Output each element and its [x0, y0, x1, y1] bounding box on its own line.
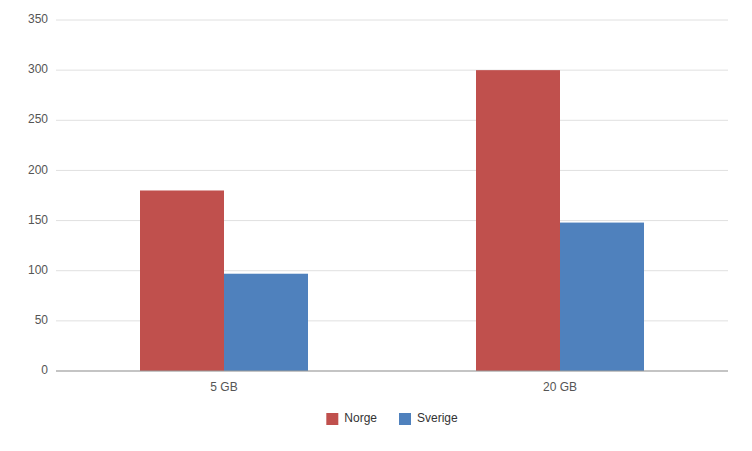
x-axis-line [56, 371, 728, 372]
x-tick-label: 20 GB [543, 380, 577, 394]
y-tick-label: 200 [28, 163, 48, 177]
bar [140, 190, 224, 371]
legend: Norge Sverige [326, 411, 458, 425]
legend-swatch [326, 413, 338, 425]
y-tick-label: 300 [28, 62, 48, 76]
y-tick-label: 0 [41, 363, 48, 377]
grid-line [56, 371, 728, 372]
y-tick-label: 150 [28, 213, 48, 227]
bars [140, 70, 644, 371]
legend-item: Norge [326, 411, 377, 425]
grid-line [56, 70, 728, 71]
chart: 0 50 100 150 200 250 300 350 5 GB 20 GB Norge Sveri… [0, 0, 752, 451]
bar [560, 223, 644, 371]
bar [476, 70, 560, 371]
legend-item: Sverige [399, 411, 458, 425]
chart-container: 0 50 100 150 200 250 300 350 5 GB 20 GB Norge Sveri… [0, 0, 752, 451]
grid [56, 20, 728, 371]
legend-label: Norge [344, 411, 377, 425]
legend-label: Sverige [417, 411, 458, 425]
y-tick-label: 250 [28, 112, 48, 126]
x-tick-label: 5 GB [210, 380, 237, 394]
y-tick-label: 350 [28, 12, 48, 26]
y-tick-label: 100 [28, 263, 48, 277]
grid-line [56, 170, 728, 171]
bar [224, 274, 308, 371]
y-tick-label: 50 [35, 313, 49, 327]
grid-line [56, 20, 728, 21]
legend-swatch [399, 413, 411, 425]
grid-line [56, 120, 728, 121]
